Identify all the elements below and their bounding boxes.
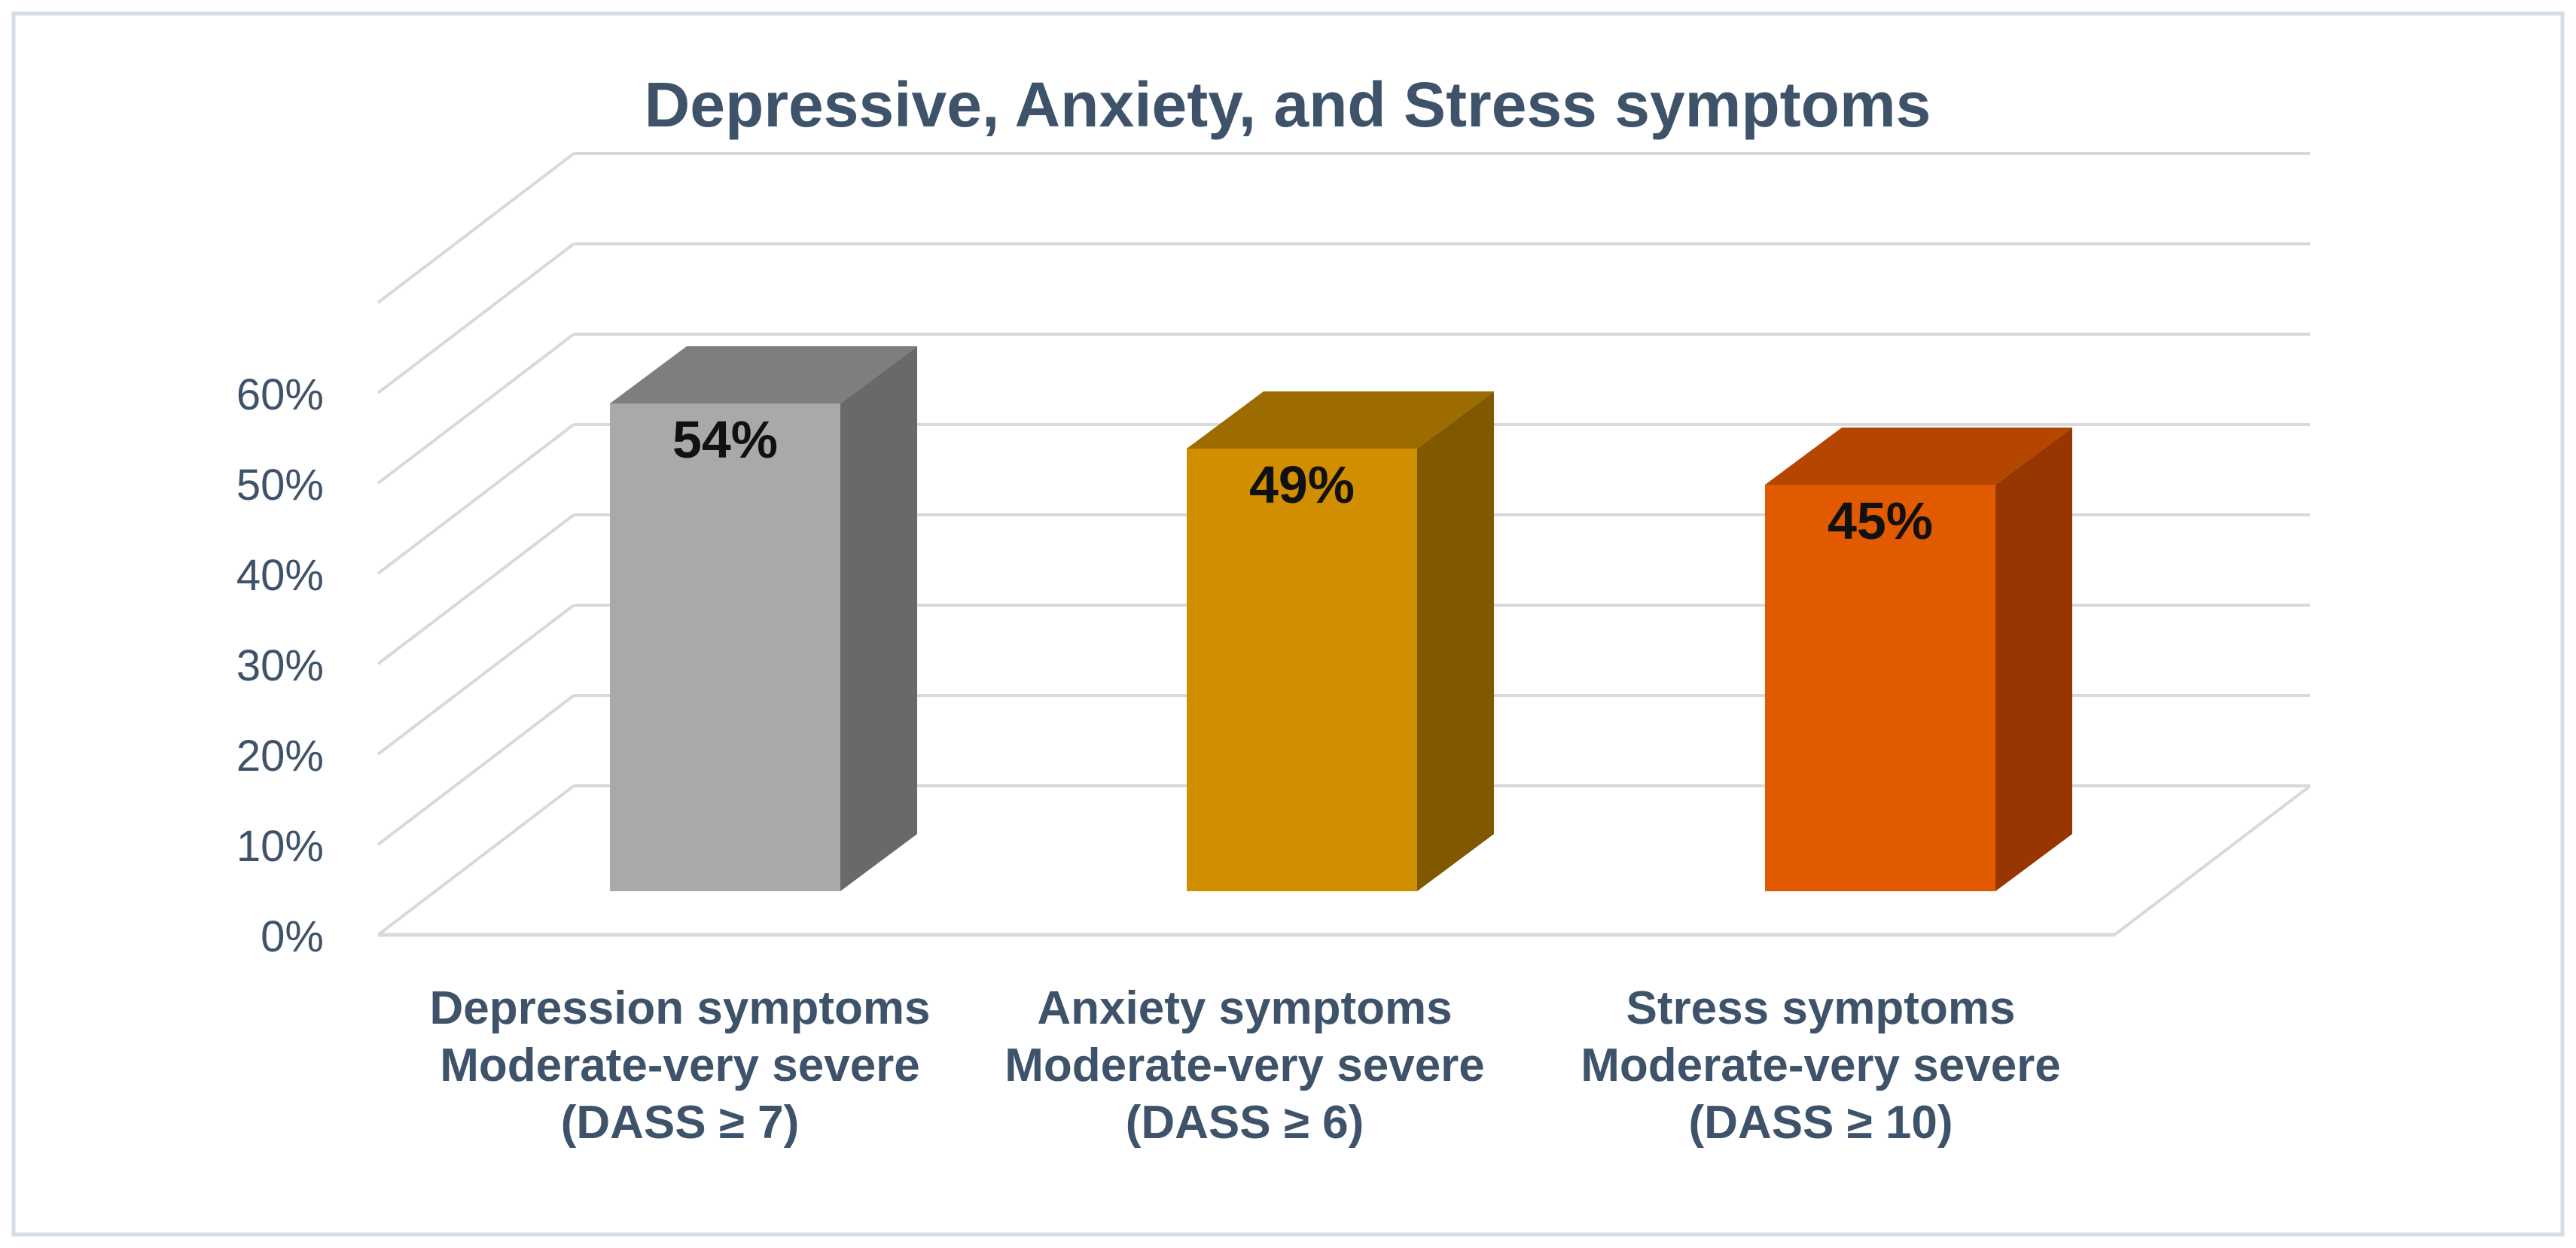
bar-top: [1765, 428, 2072, 485]
bar-top: [610, 346, 917, 403]
bar-front: [1187, 449, 1417, 891]
y-tick-label: 30%: [236, 641, 324, 690]
bar-top: [1187, 391, 1494, 449]
x-axis-labels: Depression symptoms Moderate-very severe(…: [430, 982, 2061, 1149]
x-category-label: Stress symptoms Moderate-very severe (DASS…: [1581, 982, 2061, 1149]
bar-data-label: 45%: [1828, 492, 1933, 550]
y-tick-label: 20%: [236, 732, 324, 781]
bar-data-label: 54%: [672, 410, 778, 469]
y-tick-label: 50%: [236, 461, 324, 510]
gridline-side: [376, 694, 575, 846]
gridline-side: [376, 513, 575, 665]
bar-side: [840, 346, 917, 891]
bar-3: 45%: [1765, 428, 2072, 891]
x-category-label: Depression symptoms Moderate-very severe(…: [430, 982, 931, 1149]
gridline-side: [376, 784, 575, 936]
bar-front: [1765, 485, 1995, 891]
bar-2: 49%: [1187, 391, 1494, 891]
bars: 54% 49% 45%: [610, 346, 2072, 891]
gridline-side: [376, 604, 575, 756]
gridline-side: [376, 333, 575, 485]
gridline-side: [376, 152, 575, 304]
bar-front: [610, 403, 840, 891]
bar-data-label: 49%: [1249, 455, 1355, 514]
gridline-side: [376, 242, 575, 394]
bar-side: [1995, 428, 2072, 891]
bar-side: [1417, 391, 1494, 891]
chart-title: Depressive, Anxiety, and Stress symptoms: [645, 69, 1931, 140]
y-tick-label: 10%: [236, 822, 324, 871]
y-axis-ticks: 0% 10% 20% 30% 40% 50% 60%: [236, 370, 324, 961]
bar-1: 54%: [610, 346, 917, 891]
y-tick-label: 40%: [236, 551, 324, 600]
y-tick-label: 60%: [236, 370, 324, 419]
floor-right-edge: [2113, 784, 2312, 936]
gridline-side: [376, 423, 575, 575]
x-category-label: Anxiety symptoms Moderate-very severe (DAS…: [1004, 982, 1485, 1149]
y-tick-label: 0%: [261, 912, 324, 961]
